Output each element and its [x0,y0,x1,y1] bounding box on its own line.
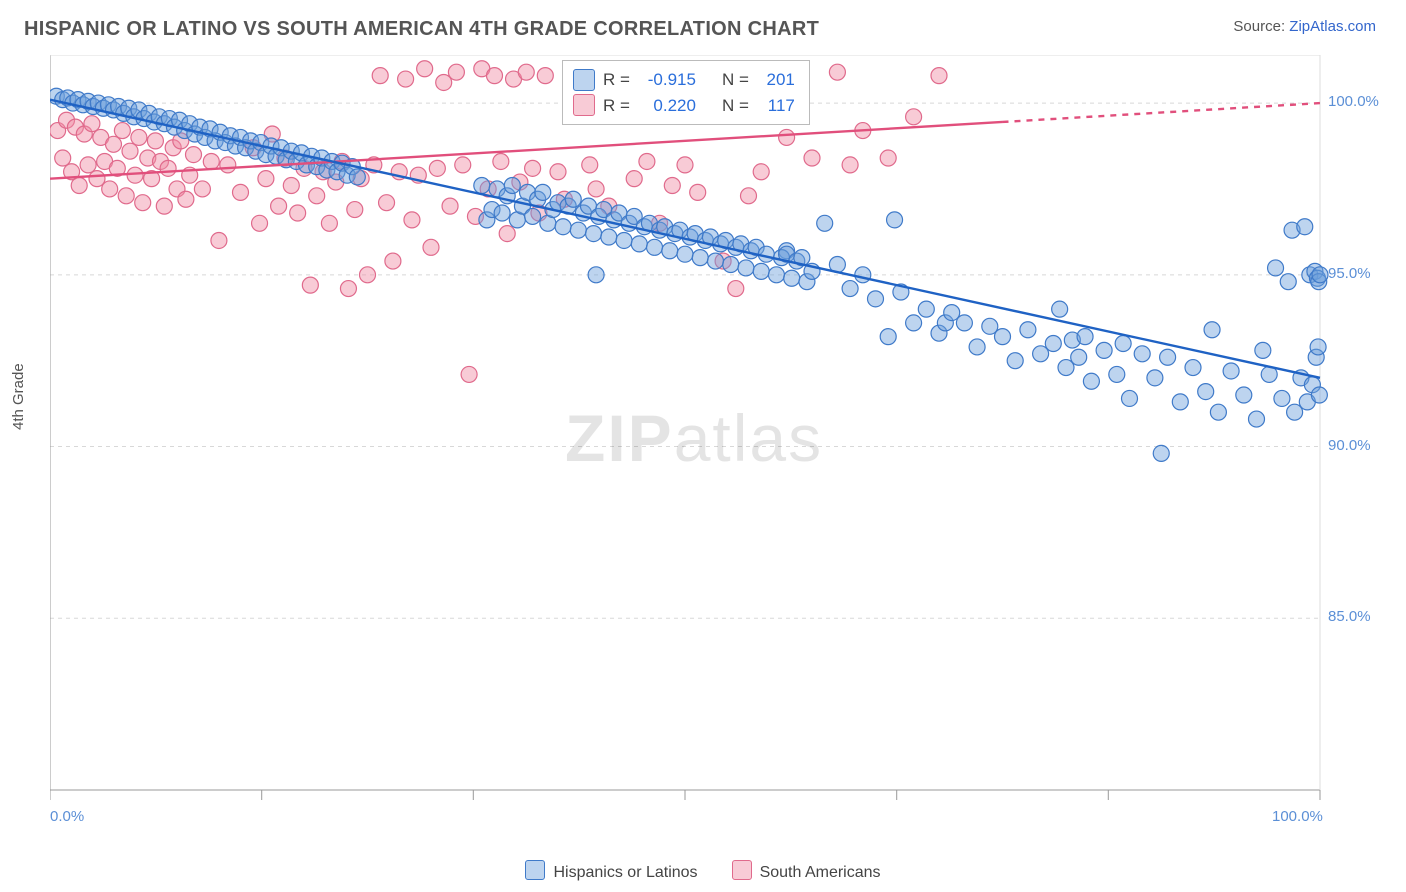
stat-n-value: 201 [757,67,795,93]
y-tick-label: 95.0% [1328,265,1371,282]
correlation-stats-box: R = -0.915 N = 201 R = 0.220 N = 117 [562,60,810,125]
legend-label: South Americans [760,864,881,881]
stat-r-label: R = [603,93,630,119]
stat-row-pink: R = 0.220 N = 117 [573,93,795,119]
y-tick-label: 85.0% [1328,608,1371,625]
chart-source: Source: ZipAtlas.com [1233,18,1376,35]
y-axis-label: 4th Grade [10,363,27,430]
y-tick-label: 90.0% [1328,437,1371,454]
y-tick-label: 100.0% [1328,93,1379,110]
stat-n-label: N = [722,67,749,93]
plot-svg [50,55,1380,815]
legend-label: Hispanics or Latinos [553,864,697,881]
legend-item-blue: Hispanics or Latinos [525,860,697,882]
stat-row-blue: R = -0.915 N = 201 [573,67,795,93]
stat-swatch [573,69,595,91]
plot-area: R =-0.915N =201R =0.220N =117 ZIPatlas 8… [50,55,1380,815]
source-link[interactable]: ZipAtlas.com [1289,18,1376,35]
x-tick-label-left: 0.0% [50,808,84,825]
legend-swatch [525,860,545,880]
stat-swatch [573,94,595,116]
legend-swatch [732,860,752,880]
stat-r-value: 0.220 [638,93,696,119]
stat-r-label: R = [603,67,630,93]
legend-item-pink: South Americans [732,860,881,882]
stat-r-value: -0.915 [638,67,696,93]
chart-header: HISPANIC OR LATINO VS SOUTH AMERICAN 4TH… [0,0,1406,51]
stat-n-value: 117 [757,93,795,119]
chart-title: HISPANIC OR LATINO VS SOUTH AMERICAN 4TH… [24,18,819,41]
legend-bottom: Hispanics or Latinos South Americans [0,860,1406,882]
source-prefix: Source: [1233,18,1289,35]
x-tick-label-right: 100.0% [1272,808,1323,825]
stat-n-label: N = [722,93,749,119]
